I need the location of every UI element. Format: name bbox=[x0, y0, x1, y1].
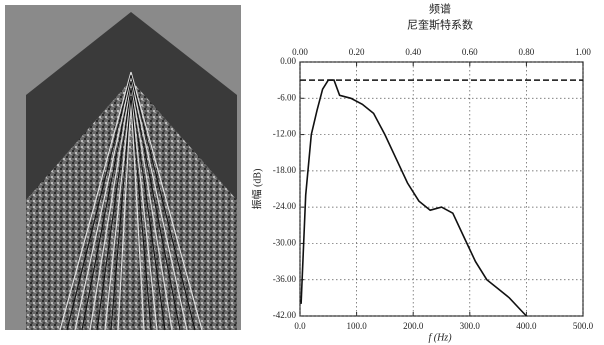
y-tick-label: -36.00 bbox=[273, 274, 297, 284]
y-tick-label: -6.00 bbox=[277, 92, 296, 102]
x2-tick-label: 0.00 bbox=[292, 47, 308, 57]
x-tick-label: 100.0 bbox=[346, 321, 367, 331]
x2-tick-label: 0.40 bbox=[405, 47, 421, 57]
y-tick-label: -42.00 bbox=[273, 310, 297, 320]
x2-tick-label: 0.60 bbox=[462, 47, 478, 57]
spectrum-line bbox=[301, 80, 526, 316]
page: 频谱 尼奎斯特系数 f (Hz) 振幅 (dB) 0.00 -6.00 -12.00… bbox=[0, 0, 604, 345]
figure: 频谱 尼奎斯特系数 f (Hz) 振幅 (dB) 0.00 -6.00 -12.00… bbox=[0, 0, 604, 345]
y-tick-label: -30.00 bbox=[273, 237, 297, 247]
x-axis-label: f (Hz) bbox=[428, 332, 452, 343]
y-tick-label: -12.00 bbox=[273, 129, 297, 139]
x2-tick-label: 1.00 bbox=[575, 47, 591, 57]
y-tick-label: -18.00 bbox=[273, 165, 297, 175]
plot-frame bbox=[300, 62, 583, 316]
seismic-image bbox=[5, 5, 241, 330]
x-tick-label: 0.0 bbox=[294, 321, 306, 331]
x2-tick-label: 0.20 bbox=[349, 47, 365, 57]
chart-title: 频谱 bbox=[429, 2, 451, 16]
x-tick-label: 300.0 bbox=[460, 321, 481, 331]
x-tick-label: 200.0 bbox=[403, 321, 424, 331]
y-tick-label: -24.00 bbox=[273, 201, 297, 211]
x-tick-label: 500.0 bbox=[573, 321, 594, 331]
y-tick-label: 0.00 bbox=[280, 56, 296, 66]
y-axis-label: 振幅 (dB) bbox=[250, 169, 263, 210]
x2-tick-label: 0.80 bbox=[519, 47, 535, 57]
x-tick-label: 400.0 bbox=[516, 321, 537, 331]
x2-axis-label: 尼奎斯特系数 bbox=[407, 18, 473, 32]
